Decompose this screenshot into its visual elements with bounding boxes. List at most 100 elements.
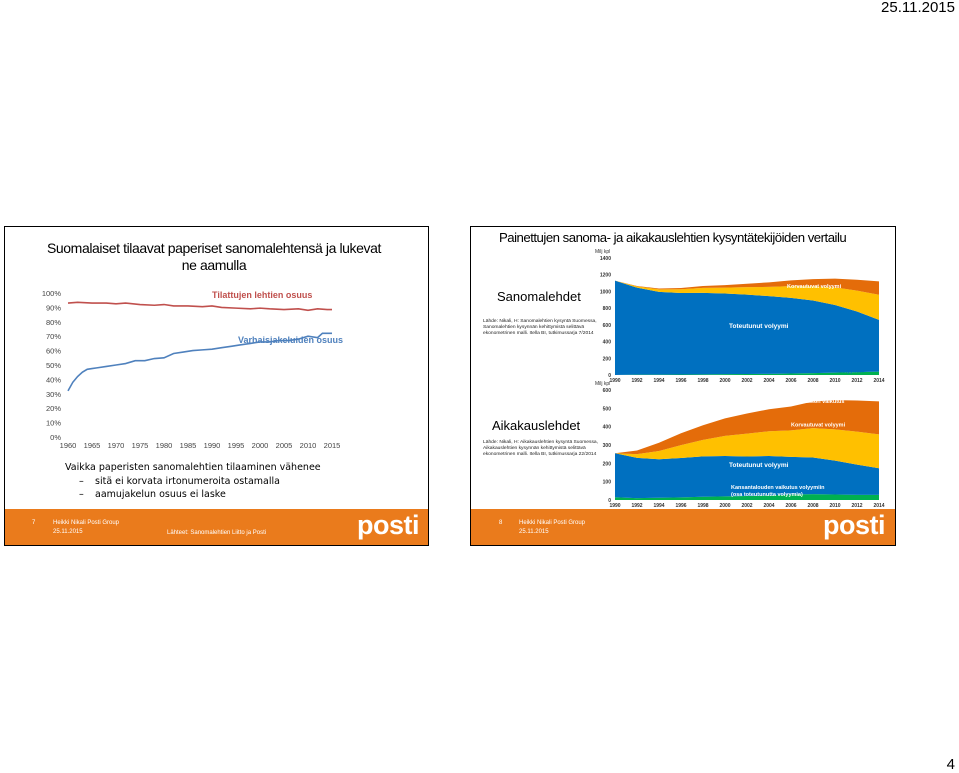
y-tick-label: 300 bbox=[603, 443, 612, 449]
slide-number: 7 bbox=[32, 520, 36, 526]
series-line bbox=[67, 301, 332, 312]
y-tick-label: 400 bbox=[603, 425, 612, 431]
area-band bbox=[615, 278, 879, 295]
footer-source: Lähteet: Sanomalehtien Liitto ja Posti bbox=[167, 530, 267, 536]
series-label: Varhaisjakeluiden osuus bbox=[238, 335, 343, 345]
y-tick-label: 600 bbox=[603, 388, 612, 394]
order-share-line-chart: 0% 10% 20% 30% 40% 50% 60% 70% 80% 90% 100% 1960 196… bbox=[42, 289, 343, 450]
y-axis-title: Milj kpl bbox=[595, 381, 610, 387]
newspaper-volume-area-chart: Milj kpl 0 200 400 600 800 1000 1200 1400 1990 199… bbox=[595, 249, 885, 384]
y-tick-label: 60% bbox=[46, 347, 61, 356]
area-band bbox=[615, 428, 879, 469]
section-title-magazines: Aikakauslehdet bbox=[492, 418, 581, 433]
x-tick-label: 1985 bbox=[180, 441, 197, 450]
y-tick-label: 50% bbox=[46, 361, 61, 370]
y-tick-label: 20% bbox=[46, 404, 61, 413]
x-tick-label: 2010 bbox=[829, 378, 840, 384]
area-band bbox=[615, 280, 879, 375]
x-tick-label: 1996 bbox=[675, 503, 686, 509]
bullet-sub: aamujakelun osuus ei laske bbox=[65, 488, 321, 502]
y-axis-title: Milj kpl bbox=[595, 249, 610, 255]
x-tick-label: 1990 bbox=[609, 378, 620, 384]
footer-date: 25.11.2015 bbox=[53, 529, 83, 535]
y-tick-label: 100% bbox=[42, 289, 62, 298]
y-tick-label: 1200 bbox=[600, 273, 611, 279]
x-tick-label: 2008 bbox=[807, 378, 818, 384]
slide-8: Painettujen sanoma- ja aikakauslehtien k… bbox=[470, 226, 896, 546]
y-tick-label: 10% bbox=[46, 419, 61, 428]
page-date-header: 25.11.2015 bbox=[881, 0, 955, 16]
x-tick-label: 1965 bbox=[84, 441, 101, 450]
x-tick-label: 2010 bbox=[300, 441, 317, 450]
x-tick-label: 1994 bbox=[653, 503, 664, 509]
y-tick-label: 0 bbox=[608, 498, 611, 504]
series-label: (osa toteutunutta volyymia) bbox=[731, 492, 803, 498]
x-tick-label: 2014 bbox=[873, 378, 884, 384]
x-tick-label: 2000 bbox=[719, 378, 730, 384]
y-tick-label: 800 bbox=[603, 306, 612, 312]
x-tick-label: 2000 bbox=[252, 441, 269, 450]
slide-footer: 7 Heikki Nikali Posti Group 25.11.2015 L… bbox=[5, 509, 428, 545]
source-note: Lähde: Nikali, H: Sanomalehtien kysyntä … bbox=[483, 319, 597, 337]
y-tick-label: 1000 bbox=[600, 289, 611, 295]
x-tick-label: 1995 bbox=[228, 441, 245, 450]
series-label: Tilattujen lehtien osuus bbox=[212, 290, 312, 300]
x-tick-label: 2015 bbox=[324, 441, 341, 450]
posti-logo: posti bbox=[823, 510, 886, 540]
y-tick-label: 1400 bbox=[600, 256, 611, 262]
y-tick-label: 80% bbox=[46, 318, 61, 327]
series-line bbox=[67, 332, 332, 392]
y-tick-label: 200 bbox=[603, 356, 612, 362]
area-band bbox=[615, 400, 879, 455]
series-label: Hintajouston vaikutus bbox=[791, 267, 848, 273]
x-tick-label: 1990 bbox=[204, 441, 221, 450]
area-band bbox=[615, 494, 879, 500]
magazine-volume-area-chart: Milj kpl 0 100 200 300 400 500 600 1990 1992 1994 1… bbox=[595, 381, 885, 509]
page-number: 4 bbox=[946, 756, 955, 773]
series-label: Kansantalouden vaikutus volyymiin bbox=[771, 368, 865, 374]
y-tick-label: 40% bbox=[46, 375, 61, 384]
x-tick-label: 1998 bbox=[697, 378, 708, 384]
y-tick-label: 70% bbox=[46, 332, 61, 341]
series-label: Toteutunut volyymi bbox=[729, 462, 789, 469]
area-band bbox=[615, 453, 879, 499]
x-tick-label: 2000 bbox=[719, 503, 730, 509]
area-band bbox=[615, 280, 879, 320]
slide-number: 8 bbox=[499, 520, 503, 526]
section-title-newspapers: Sanomalehdet bbox=[497, 289, 581, 304]
series-label: Korvautuvat volyymi bbox=[787, 284, 842, 290]
x-tick-label: 2006 bbox=[785, 378, 796, 384]
x-tick-label: 2012 bbox=[851, 503, 862, 509]
y-tick-label: 90% bbox=[46, 303, 61, 312]
y-tick-label: 0% bbox=[50, 433, 61, 442]
slide-title: Suomalaiset tilaavat paperiset sanomaleh… bbox=[46, 240, 382, 273]
x-tick-label: 2002 bbox=[741, 503, 752, 509]
y-tick-label: 500 bbox=[603, 406, 612, 412]
area-band bbox=[615, 371, 879, 375]
y-tick-label: 0 bbox=[608, 373, 611, 379]
x-tick-label: 1970 bbox=[108, 441, 125, 450]
x-tick-label: 2004 bbox=[763, 378, 774, 384]
bullet-list: Vaikka paperisten sanomalehtien tilaamin… bbox=[65, 461, 321, 502]
y-tick-label: 200 bbox=[603, 461, 612, 467]
x-tick-label: 2002 bbox=[741, 378, 752, 384]
x-tick-label: 1990 bbox=[609, 503, 620, 509]
source-note: Lähde: Nikali, H: Aikakauslehtien kysynt… bbox=[483, 440, 598, 458]
bullet-sub: sitä ei korvata irtonumeroita ostamalla bbox=[65, 475, 321, 489]
x-tick-label: 2004 bbox=[763, 503, 774, 509]
y-tick-label: 100 bbox=[603, 480, 612, 486]
x-tick-label: 1992 bbox=[631, 378, 642, 384]
footer-company: Heikki Nikali Posti Group bbox=[53, 520, 120, 526]
bullet-main: Vaikka paperisten sanomalehtien tilaamin… bbox=[65, 462, 321, 473]
x-tick-label: 1998 bbox=[697, 503, 708, 509]
series-label: Kansantalouden vaikutus volyymiin bbox=[731, 485, 825, 491]
slide-7: Suomalaiset tilaavat paperiset sanomaleh… bbox=[4, 226, 429, 546]
x-tick-label: 2012 bbox=[851, 378, 862, 384]
slide-title: Painettujen sanoma- ja aikakauslehtien k… bbox=[499, 230, 847, 245]
x-tick-label: 1975 bbox=[132, 441, 149, 450]
series-label: Korvautuvat volyymi bbox=[791, 423, 846, 429]
x-tick-label: 1980 bbox=[156, 441, 173, 450]
y-tick-label: 400 bbox=[603, 340, 612, 346]
x-tick-label: 2006 bbox=[785, 503, 796, 509]
footer-company: Heikki Nikali Posti Group bbox=[519, 520, 586, 526]
